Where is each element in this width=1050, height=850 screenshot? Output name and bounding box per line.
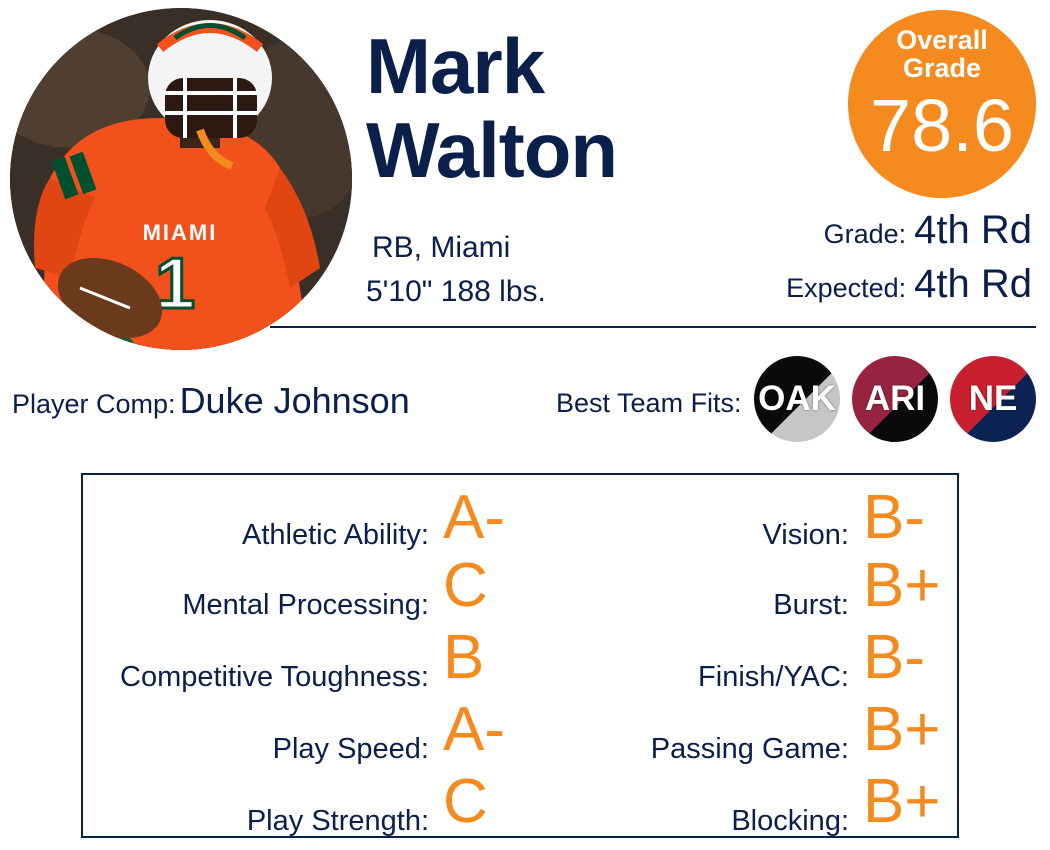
trait-row: Vision: (483, 485, 857, 555)
trait-row: Finish/YAC: (483, 627, 857, 697)
trait-grade: B- (863, 483, 925, 552)
trait-row: Competitive Toughness: (83, 627, 437, 697)
trait-label: Passing Game: (650, 733, 849, 765)
draft-grade-value: 4th Rd (914, 208, 1032, 252)
draft-grade-row: Grade: 4th Rd (824, 208, 1032, 253)
trait-row: Athletic Ability: (83, 485, 437, 555)
trait-grade: C (443, 551, 488, 620)
trait-grade: B+ (863, 551, 941, 620)
player-comp-label: Player Comp: (12, 389, 176, 419)
team-fits-label: Best Team Fits: (556, 388, 742, 418)
trait-grade: C (443, 767, 488, 836)
overall-grade-label-line2: Grade (902, 53, 982, 83)
trait-label: Play Speed: (272, 733, 429, 765)
trait-row: Mental Processing: (83, 555, 437, 625)
jersey-number: 1 (155, 244, 195, 324)
team-badge-oak-bg (754, 356, 840, 442)
team-badge-ne-label: NE (968, 379, 1018, 418)
team-badge-ne: NE (950, 356, 1036, 442)
trait-row: Burst: (483, 555, 857, 625)
team-badge-oak-label: OAK (758, 379, 836, 418)
trait-grade: B+ (863, 767, 941, 836)
trait-label: Athletic Ability: (242, 519, 429, 551)
jersey-text: MIAMI (143, 220, 218, 245)
draft-expected-row: Expected: 4th Rd (786, 262, 1032, 307)
trait-label: Burst: (773, 589, 849, 621)
player-comp: Player Comp: Duke Johnson (12, 380, 410, 422)
team-badge-ari-bg (852, 356, 938, 442)
trait-row: Play Speed: (83, 699, 437, 769)
trait-grade: A- (443, 483, 505, 552)
draft-expected-label: Expected: (786, 273, 907, 303)
draft-grade-label: Grade: (823, 219, 907, 249)
position-school: RB, Miami (372, 231, 511, 264)
trait-row: Passing Game: (483, 699, 857, 769)
player-photo: MIAMI 1 (10, 8, 352, 350)
trait-label: Competitive Toughness: (120, 661, 429, 693)
player-illustration: MIAMI 1 (10, 8, 352, 350)
trait-row: Play Strength: (83, 771, 437, 841)
overall-grade-label-line1: Overall (896, 25, 988, 55)
trait-grade: B- (863, 623, 925, 692)
team-badge-ari-label: ARI (864, 379, 926, 418)
trait-grade: B (443, 623, 485, 692)
player-first-name: Mark (366, 22, 545, 110)
team-badge-ari: ARI (852, 356, 938, 442)
trait-grade: A- (443, 695, 505, 764)
header-divider (270, 326, 1036, 328)
height-weight: 5'10" 188 lbs. (366, 275, 546, 308)
trait-label: Vision: (762, 519, 849, 551)
trait-label: Blocking: (731, 805, 849, 837)
trait-grades-panel: Athletic Ability: A- Mental Processing: … (81, 473, 959, 838)
overall-grade-badge: Overall Grade 78.6 (848, 10, 1036, 198)
player-name: Mark Walton (366, 22, 618, 194)
draft-expected-value: 4th Rd (914, 262, 1032, 306)
trait-label: Finish/YAC: (698, 661, 849, 693)
overall-grade-label: Overall Grade (848, 26, 1036, 82)
player-last-name: Walton (366, 106, 618, 194)
player-comp-value: Duke Johnson (179, 380, 410, 421)
trait-label: Play Strength: (246, 805, 429, 837)
trait-grade: B+ (863, 695, 941, 764)
team-badge-ne-bg (950, 356, 1036, 442)
overall-grade-value: 78.6 (869, 84, 1015, 167)
trait-label: Mental Processing: (182, 589, 429, 621)
trait-row: Blocking: (483, 771, 857, 841)
team-badge-oak: OAK (754, 356, 840, 442)
